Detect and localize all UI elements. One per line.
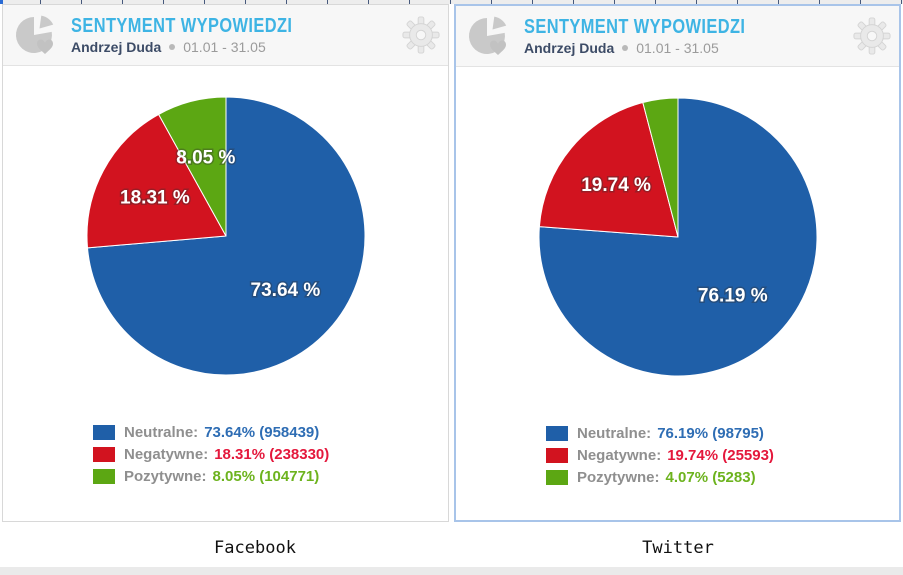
ruler-origin-mark: [0, 0, 3, 4]
legend-name: Neutralne:: [577, 425, 652, 442]
legend-swatch-positive: [546, 470, 568, 485]
subject-name: Andrzej Duda: [71, 39, 162, 55]
widget-header: SENTYMENT WYPOWIEDZI Andrzej Duda 01.01 …: [456, 6, 899, 67]
legend-name: Pozytywne:: [124, 468, 207, 485]
gear-icon: [853, 17, 891, 55]
legend-value: 4.07% (5283): [665, 469, 756, 486]
legend-name: Neutralne:: [124, 424, 199, 441]
legend-row-neutral[interactable]: Neutralne: 76.19% (98795): [546, 425, 774, 442]
legend-swatch-negative: [93, 447, 115, 462]
pie-slice-label: 19.74 %: [581, 175, 651, 196]
pie-chart-facebook: 73.64 % 18.31 % 8.05 %: [86, 96, 366, 376]
legend-facebook: Neutralne: 73.64% (958439) Negatywne: 18…: [93, 424, 330, 491]
caption-facebook: Facebook: [214, 538, 296, 558]
pie-heart-icon: [468, 16, 507, 55]
pie-slice-neutralne[interactable]: [538, 97, 817, 377]
pie-slice-negatywne[interactable]: [86, 113, 226, 249]
pie-chart-twitter: 76.19 % 19.74 %: [538, 97, 818, 377]
subject-name: Andrzej Duda: [524, 40, 615, 56]
legend-name: Negatywne:: [577, 447, 662, 464]
legend-value: 76.19% (98795): [657, 425, 764, 442]
widget-title: SENTYMENT WYPOWIEDZI: [71, 15, 293, 37]
top-ruler-strip: [0, 0, 903, 4]
pie-svg-facebook: 73.64 % 18.31 % 8.05 %: [86, 96, 365, 376]
legend-row-neutral[interactable]: Neutralne: 73.64% (958439): [93, 424, 329, 441]
pie-slice-label: 73.64 %: [250, 280, 320, 301]
pie-svg-twitter: 76.19 % 19.74 %: [538, 97, 817, 377]
legend-value: 73.64% (958439): [204, 424, 320, 441]
settings-button[interactable]: [402, 16, 440, 54]
legend-value: 8.05% (104771): [212, 468, 320, 485]
sentiment-widget-twitter: SENTYMENT WYPOWIEDZI Andrzej Duda 01.01 …: [454, 4, 901, 522]
legend-swatch-neutral: [93, 425, 115, 440]
legend-value: 19.74% (25593): [667, 447, 774, 464]
legend-twitter: Neutralne: 76.19% (98795) Negatywne: 19.…: [546, 425, 774, 492]
bullet-separator-icon: [622, 45, 629, 51]
widget-title: SENTYMENT WYPOWIEDZI: [524, 16, 746, 38]
date-range: 01.01 - 31.05: [636, 40, 719, 56]
legend-name: Negatywne:: [124, 446, 209, 463]
legend-row-negative[interactable]: Negatywne: 19.74% (25593): [546, 447, 774, 464]
legend-value: 18.31% (238330): [214, 446, 330, 463]
date-range: 01.01 - 31.05: [183, 39, 266, 55]
bottom-strip: [0, 567, 903, 575]
legend-swatch-positive: [93, 469, 115, 484]
legend-row-positive[interactable]: Pozytywne: 8.05% (104771): [93, 468, 329, 485]
pie-slice-pozytywne[interactable]: [641, 97, 678, 238]
pie-heart-icon: [15, 15, 54, 54]
sentiment-widget-facebook: SENTYMENT WYPOWIEDZI Andrzej Duda 01.01 …: [2, 4, 449, 522]
settings-button[interactable]: [853, 17, 891, 55]
widget-header: SENTYMENT WYPOWIEDZI Andrzej Duda 01.01 …: [3, 5, 448, 66]
pie-slice-pozytywne[interactable]: [157, 96, 226, 237]
legend-name: Pozytywne:: [577, 469, 660, 486]
caption-twitter: Twitter: [642, 538, 714, 558]
pie-slice-negatywne[interactable]: [538, 102, 678, 238]
legend-row-positive[interactable]: Pozytywne: 4.07% (5283): [546, 469, 774, 486]
pie-slice-label: 76.19 %: [697, 286, 767, 307]
pie-slice-label: 8.05 %: [176, 147, 235, 168]
legend-swatch-negative: [546, 448, 568, 463]
legend-row-negative[interactable]: Negatywne: 18.31% (238330): [93, 446, 330, 463]
bullet-separator-icon: [169, 44, 176, 50]
gear-icon: [402, 16, 440, 54]
pie-slice-label: 18.31 %: [120, 188, 190, 209]
legend-swatch-neutral: [546, 426, 568, 441]
